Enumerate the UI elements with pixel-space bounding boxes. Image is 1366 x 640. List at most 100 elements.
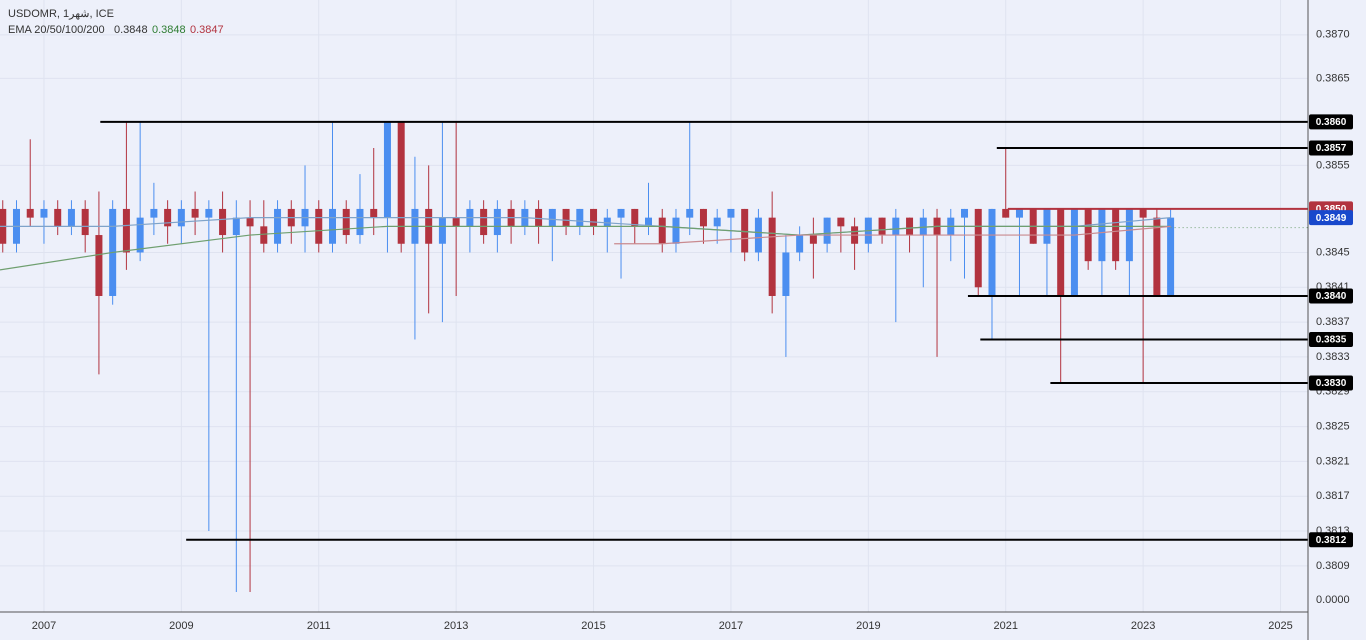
candle-body [67,208,75,227]
price-label: 0.3860 [1316,117,1347,128]
candle-body [1167,217,1175,296]
candle-body [81,208,89,236]
price-label: 0.3857 [1316,143,1347,154]
price-label-box [1309,140,1353,156]
candle-body [232,217,240,236]
x-tick-label: 2011 [307,620,331,632]
price-label-box [1309,288,1353,304]
candle-body [1112,208,1120,262]
candle-body [919,217,927,236]
y-tick-label: 0.3817 [1316,490,1350,502]
candle-body [1125,208,1133,262]
axes: 0.38700.38650.38550.38450.38410.38370.38… [32,29,1353,632]
y-tick-label: 0.3870 [1316,29,1350,41]
candle-body [315,208,323,244]
price-label: 0.3830 [1316,378,1347,389]
candle-body [906,217,914,236]
candle-body [837,217,845,227]
candle-body [672,217,680,244]
candle-body [562,208,570,227]
ema-line [0,225,1171,271]
price-label-box [1309,210,1353,226]
candle-body [686,208,694,218]
candle-body [219,208,227,236]
candle-body [590,208,598,227]
indicator-value: 0.3848 [152,24,186,36]
candle-body [26,208,34,218]
candle-body [54,208,62,227]
candle-body [95,235,103,296]
indicator: EMA 20/50/100/200 [8,24,105,36]
candle-body [356,208,364,236]
candle-body [397,121,405,244]
price-label-box [1309,375,1353,391]
y-tick-label: 0.3833 [1316,351,1350,363]
candle-body [535,208,543,227]
candle-body [438,217,446,244]
candle-body [576,208,584,227]
candle-body [1139,208,1147,218]
x-tick-label: 2021 [993,620,1017,632]
candle-body [136,217,144,253]
x-tick-label: 2017 [719,620,743,632]
candle-body [1015,208,1023,218]
price-label: 0.3850 [1316,204,1347,215]
candle-body [122,208,130,253]
candle-body [1070,208,1078,296]
candle-body [878,217,886,236]
price-label: 0.3812 [1316,535,1347,546]
candle-body [603,217,611,227]
x-tick-label: 2015 [581,620,605,632]
candle-body [699,208,707,227]
candle-body [754,217,762,253]
candle-body [961,208,969,218]
candle-body [246,217,254,227]
indicator-value: 0.3847 [190,24,224,36]
candle-body [727,208,735,218]
candle-body [342,208,350,236]
candle-body [177,208,185,227]
candle-body [1153,217,1161,296]
candle-body [1084,208,1092,262]
y-axis-footer: 0.0000 [1316,594,1350,606]
x-tick-label: 2009 [169,620,193,632]
candle-body [452,217,460,227]
candle-body [658,217,666,244]
y-tick-label: 0.3825 [1316,420,1350,432]
candle-body [741,208,749,253]
candle-body [974,208,982,288]
y-tick-label: 0.3809 [1316,560,1350,572]
candle-body [796,235,804,253]
candle-body [782,252,790,296]
candle-body [892,217,900,236]
candle-body [768,217,776,296]
candle-body [274,208,282,244]
price-label-box [1309,114,1353,130]
price-label-box [1309,332,1353,348]
candle-body [617,208,625,218]
candle-body [40,208,48,218]
candle-body [370,208,378,218]
indicator-value: 0.3848 [114,24,148,36]
candle-body [164,208,172,227]
candle-body [260,226,268,244]
x-tick-label: 2023 [1131,620,1155,632]
candle-body [645,217,653,227]
y-tick-label: 0.3865 [1316,72,1350,84]
price-label-box [1309,532,1353,548]
candle-body [493,208,501,236]
y-tick-label: 0.3845 [1316,246,1350,258]
plot [0,120,1308,592]
y-tick-label: 0.3837 [1316,316,1350,328]
candle-body [988,208,996,296]
y-tick-label: 0.3855 [1316,159,1350,171]
x-tick-label: 2007 [32,620,56,632]
candle-body [713,217,721,227]
candle-body [150,208,158,218]
price-label: 0.3849 [1316,213,1347,224]
candle-body [480,208,488,236]
symbol: USDOMR, 1شهر, ICE [8,8,114,20]
candle-body [823,217,831,244]
